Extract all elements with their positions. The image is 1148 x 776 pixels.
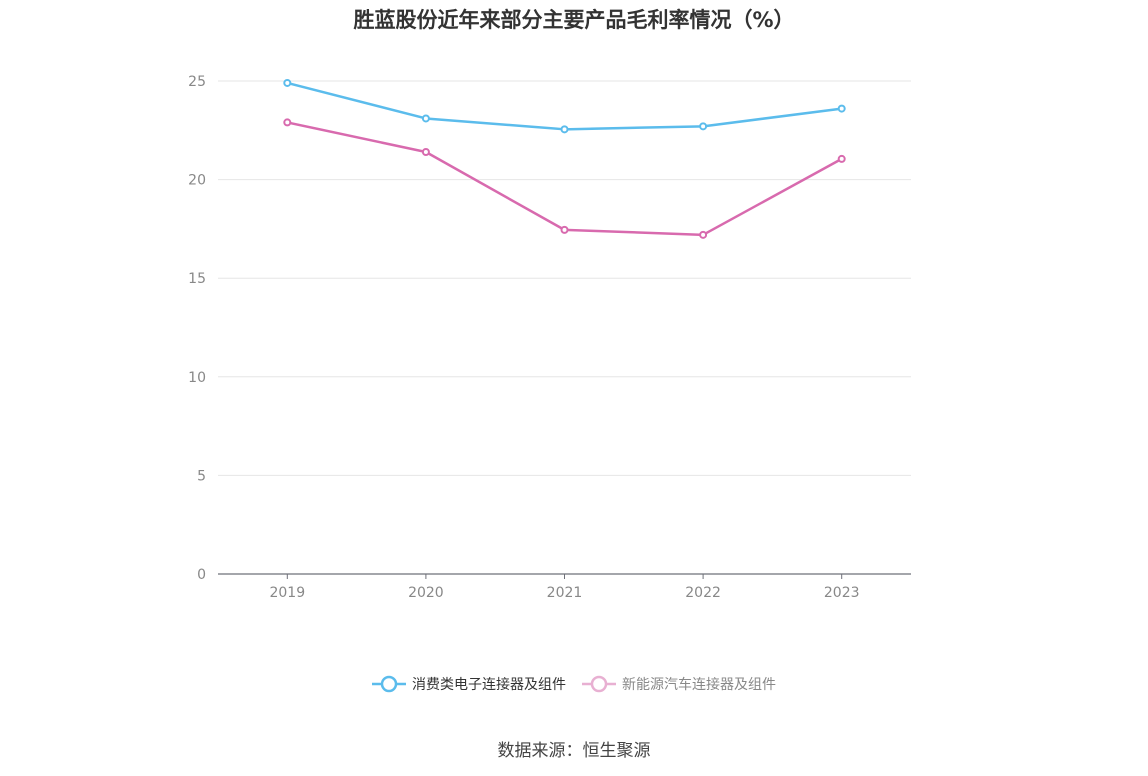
data-point-series-0 <box>283 78 292 87</box>
data-point-series-1 <box>421 147 430 156</box>
y-tick-label: 25 <box>188 74 206 90</box>
legend-marker-consumer-electronics <box>372 675 406 693</box>
data-point-series-0 <box>560 125 569 134</box>
line-chart: 0 5 10 15 20 25 2019 2020 2021 2022 2023 <box>188 74 911 601</box>
y-tick-label: 20 <box>188 173 206 189</box>
data-point-series-0 <box>699 122 708 131</box>
data-point-series-1 <box>283 118 292 127</box>
y-tick-label: 5 <box>197 468 206 484</box>
series-line-0 <box>286 81 842 131</box>
legend-label-new-energy-vehicle: 新能源汽车连接器及组件 <box>622 677 776 693</box>
x-tick-label: 2021 <box>547 585 583 601</box>
legend-label-consumer-electronics: 消费类电子连接器及组件 <box>412 677 566 693</box>
legend-item-consumer-electronics[interactable]: 消费类电子连接器及组件 <box>372 672 566 696</box>
y-tick-label: 10 <box>188 370 206 386</box>
data-point-series-0 <box>421 114 430 123</box>
data-source: 数据来源：恒生聚源 <box>497 741 651 761</box>
x-tick-label: 2023 <box>824 585 860 601</box>
x-tick-label: 2020 <box>408 585 444 601</box>
series-line-1 <box>287 121 843 237</box>
x-tick-label: 2019 <box>269 585 305 601</box>
data-point-series-1 <box>560 225 569 234</box>
data-point-series-1 <box>837 154 846 163</box>
chart-title: 胜蓝股份近年来部分主要产品毛利率情况（%） <box>353 8 795 32</box>
data-point-series-0 <box>837 104 846 113</box>
legend-item-new-energy-vehicle[interactable]: 新能源汽车连接器及组件 <box>582 672 776 696</box>
y-tick-label: 15 <box>188 271 206 287</box>
y-tick-label: 0 <box>197 567 206 583</box>
legend: 消费类电子连接器及组件 新能源汽车连接器及组件 <box>0 672 1148 696</box>
data-point-series-1 <box>699 230 708 239</box>
x-tick-label: 2022 <box>685 585 721 601</box>
legend-marker-new-energy-vehicle <box>582 675 616 693</box>
